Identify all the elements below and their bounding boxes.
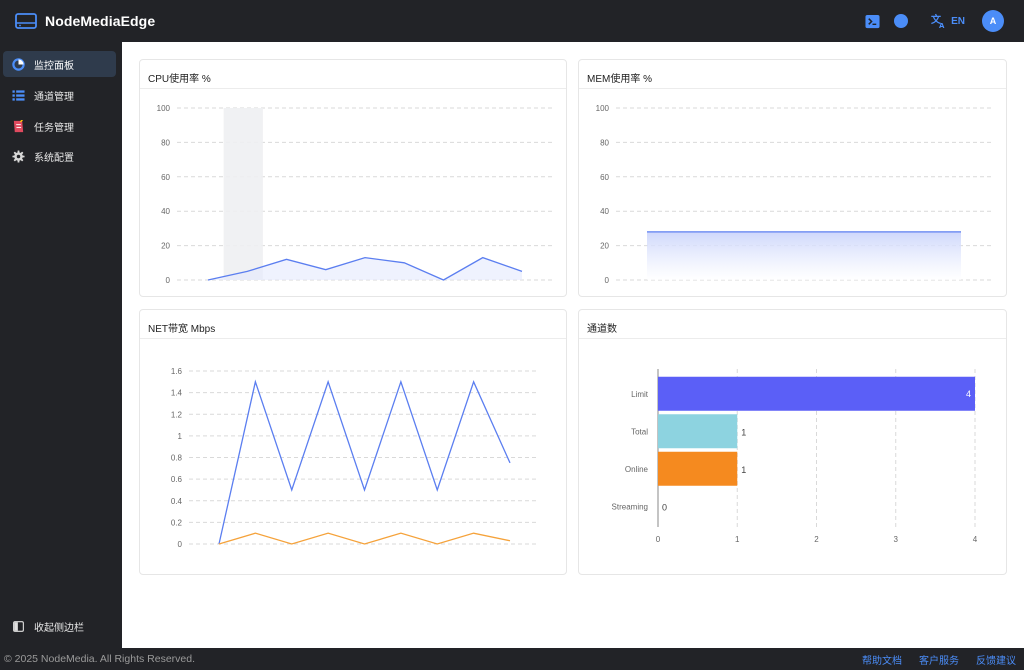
y-tick-label: 80 xyxy=(600,138,609,147)
help-docs-link[interactable]: 帮助文档 xyxy=(862,655,902,667)
y-tick-label: 60 xyxy=(600,173,609,182)
divider xyxy=(140,338,566,339)
series-area xyxy=(208,257,522,280)
terminal-icon[interactable] xyxy=(864,13,880,29)
task-icon xyxy=(12,119,25,133)
y-tick-label: 0.4 xyxy=(171,497,183,506)
divider xyxy=(579,88,1006,89)
y-tick-label: 80 xyxy=(161,138,170,147)
series-area xyxy=(647,231,961,280)
collapse-label: 收起侧边栏 xyxy=(34,623,84,634)
y-tick-label: 40 xyxy=(161,207,170,216)
list-icon xyxy=(12,89,25,102)
mem-chart: 0 20 40 60 80 100 xyxy=(596,104,992,285)
footer: © 2025 NodeMedia. All Rights Reserved. 帮… xyxy=(0,648,1024,670)
collapse-sidebar-button[interactable]: 收起侧边栏 xyxy=(12,619,84,634)
language-label: EN xyxy=(951,15,965,27)
net-card: NET带宽 Mbps 0 0.2 0.4 0.6 0.8 1 1.2 1.4 1.6 xyxy=(139,309,567,575)
value-label: 0 xyxy=(662,502,667,512)
category-label: Total xyxy=(631,427,648,436)
y-tick-label: 0 xyxy=(166,276,171,285)
sidebar: 监控面板 通道管理 任务管理 xyxy=(0,42,122,648)
server-logo-icon xyxy=(14,9,38,33)
y-tick-label: 0.6 xyxy=(171,475,183,484)
y-tick-label: 0.8 xyxy=(171,454,183,463)
gear-icon xyxy=(12,149,25,163)
y-tick-label: 1.6 xyxy=(171,367,183,376)
y-tick-label: 0 xyxy=(605,276,610,285)
card-title: CPU使用率 % xyxy=(148,74,211,85)
category-label: Streaming xyxy=(612,502,648,511)
hover-highlight xyxy=(223,108,263,280)
y-tick-label: 20 xyxy=(161,242,170,251)
y-tick-label: 1.2 xyxy=(171,410,183,419)
category-label: Limit xyxy=(631,390,649,399)
sidebar-item-monitor[interactable]: 监控面板 xyxy=(3,51,116,77)
sidebar-item-label: 通道管理 xyxy=(34,91,74,103)
channels-chart: 0 1 2 3 4 Limit 4 Total 1 Online 1 Streaming 0 xyxy=(612,369,978,544)
top-actions: 文 A EN A xyxy=(851,0,1004,42)
divider xyxy=(140,88,566,89)
language-switch[interactable]: 文 A EN xyxy=(921,13,965,29)
card-title: MEM使用率 % xyxy=(587,74,652,85)
svg-text:A: A xyxy=(939,22,945,29)
y-tick-label: 100 xyxy=(596,104,610,113)
sidebar-toggle-icon xyxy=(12,620,25,633)
y-tick-label: 20 xyxy=(600,242,609,251)
avatar[interactable]: A xyxy=(982,10,1004,32)
translate-icon: 文 A xyxy=(931,13,947,29)
x-tick-label: 2 xyxy=(814,535,819,544)
bar-total xyxy=(658,414,738,449)
sidebar-item-channels[interactable]: 通道管理 xyxy=(3,82,116,108)
channels-card: 通道数 0 1 2 3 4 Limit 4 Total 1 Online 1 Streaming 0 xyxy=(578,309,1007,575)
y-tick-label: 40 xyxy=(600,207,609,216)
feedback-link[interactable]: 反馈建议 xyxy=(976,655,1016,667)
sidebar-item-settings[interactable]: 系统配置 xyxy=(3,143,116,169)
net-chart: 0 0.2 0.4 0.6 0.8 1 1.2 1.4 1.6 xyxy=(171,367,538,549)
sidebar-item-label: 任务管理 xyxy=(34,122,74,134)
dashboard-main: CPU使用率 % 0 20 40 60 80 100 MEM使用率 % 0 20 40 60 80… xyxy=(122,42,1024,648)
value-label: 4 xyxy=(966,389,971,399)
pie-chart-icon xyxy=(12,57,25,71)
footer-links: 帮助文档 客户服务 反馈建议 xyxy=(845,648,1016,670)
y-tick-label: 60 xyxy=(161,173,170,182)
category-label: Online xyxy=(625,465,649,474)
y-tick-label: 1.4 xyxy=(171,389,183,398)
sidebar-item-tasks[interactable]: 任务管理 xyxy=(3,113,116,139)
mem-card: MEM使用率 % 0 20 40 60 80 100 xyxy=(578,59,1007,297)
y-tick-label: 0 xyxy=(178,540,183,549)
app-name: NodeMediaEdge xyxy=(45,13,156,29)
copyright: © 2025 NodeMedia. All Rights Reserved. xyxy=(4,653,196,665)
bar-online xyxy=(658,451,738,486)
x-tick-label: 1 xyxy=(735,535,740,544)
sidebar-item-label: 系统配置 xyxy=(34,152,74,164)
bar-limit xyxy=(658,376,975,411)
x-tick-label: 4 xyxy=(973,535,978,544)
series-line-0 xyxy=(218,379,511,545)
cpu-card: CPU使用率 % 0 20 40 60 80 100 xyxy=(139,59,567,297)
divider xyxy=(579,338,1006,339)
theme-toggle-icon[interactable] xyxy=(893,13,909,29)
svg-text:文: 文 xyxy=(931,13,942,26)
series-line-1 xyxy=(218,532,511,545)
sidebar-item-label: 监控面板 xyxy=(34,60,74,72)
card-title: 通道数 xyxy=(587,324,617,335)
card-title: NET带宽 Mbps xyxy=(148,324,216,335)
y-tick-label: 100 xyxy=(157,104,171,113)
x-tick-label: 3 xyxy=(894,535,899,544)
top-bar: NodeMediaEdge 文 A EN A xyxy=(0,0,1024,42)
x-tick-label: 0 xyxy=(656,535,661,544)
series-line-0 xyxy=(207,256,523,281)
brand[interactable]: NodeMediaEdge xyxy=(14,9,155,33)
y-tick-label: 0.2 xyxy=(171,518,183,527)
y-tick-label: 1 xyxy=(178,432,183,441)
customer-service-link[interactable]: 客户服务 xyxy=(919,655,959,667)
value-label: 1 xyxy=(741,465,746,475)
cpu-chart: 0 20 40 60 80 100 xyxy=(157,104,553,285)
value-label: 1 xyxy=(741,427,746,437)
